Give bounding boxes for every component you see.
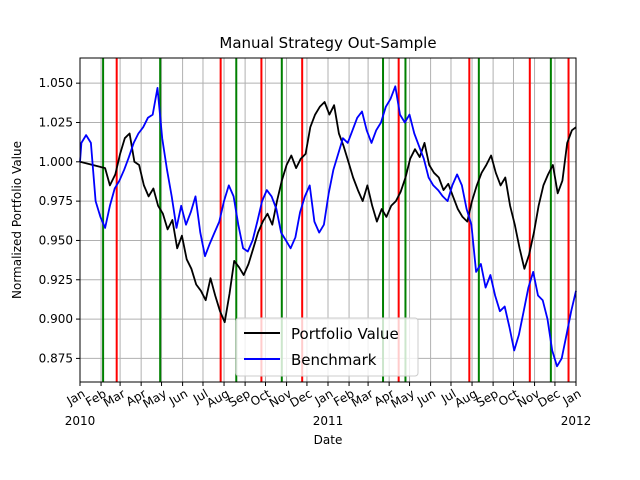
x-tick-year-label: 2012 [561, 414, 592, 428]
x-tick-label: Jul [190, 386, 210, 406]
y-tick-label: 0.900 [39, 312, 73, 326]
x-tick-year-label: 2011 [313, 414, 344, 428]
x-tick-label: May [389, 386, 417, 411]
y-tick-label: 0.875 [39, 351, 73, 365]
x-axis-label: Date [314, 433, 343, 447]
benchmark-line [79, 85, 577, 368]
x-tick-label: Jun [414, 386, 438, 408]
x-tick-year-label: 2010 [65, 414, 96, 428]
series [79, 85, 577, 368]
y-tick-label: 0.925 [39, 273, 73, 287]
x-tick-label: Dec [535, 386, 562, 410]
y-tick-label: 1.025 [39, 115, 73, 129]
x-tick-label: Dec [287, 386, 314, 410]
legend: Portfolio Value Benchmark [235, 317, 419, 377]
portfolio-value-line [79, 101, 577, 324]
x-tick-label: May [141, 386, 169, 411]
x-tick-label: Jul [438, 386, 458, 406]
legend-label-benchmark: Benchmark [291, 351, 377, 369]
y-tick-label: 0.950 [39, 233, 73, 247]
legend-label-portfolio: Portfolio Value [291, 325, 399, 343]
x-tick-label: Jan [560, 386, 584, 408]
chart-title: Manual Strategy Out-Sample [219, 34, 436, 52]
y-axis: 0.875 0.900 0.925 0.950 0.975 1.000 1.025 1.050 [39, 76, 80, 365]
y-tick-label: 1.000 [39, 155, 73, 169]
y-axis-label: Normalized Portfolio Value [10, 141, 24, 299]
legend-box [235, 317, 419, 377]
y-tick-label: 0.975 [39, 194, 73, 208]
x-tick-label: Jun [166, 386, 190, 408]
y-tick-label: 1.050 [39, 76, 73, 90]
